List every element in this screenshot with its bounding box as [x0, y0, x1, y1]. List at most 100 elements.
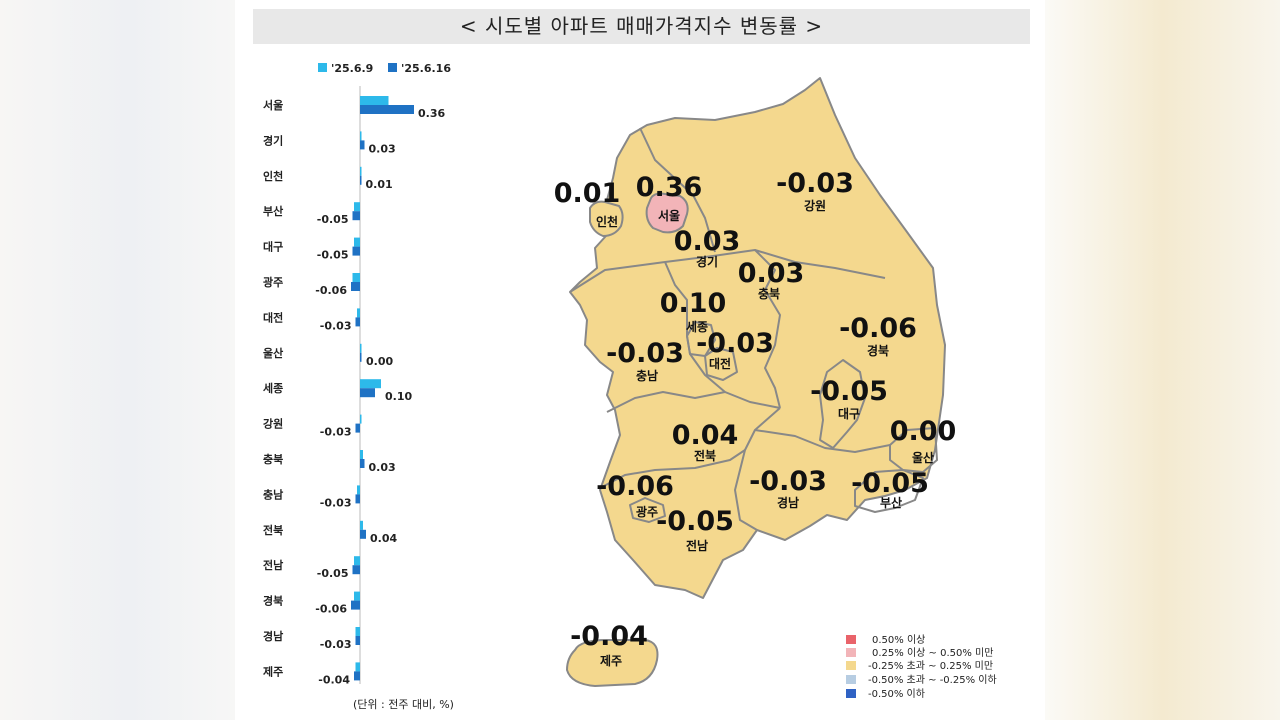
bar-curr: [360, 175, 362, 185]
map-value-daejeon: -0.03: [696, 328, 774, 359]
ulsan-shape: [889, 427, 938, 473]
map-value-chungnam: -0.03: [606, 338, 684, 369]
bar-curr: [355, 423, 360, 433]
province-boundaries: [569, 127, 891, 531]
daegu-shape: [819, 359, 866, 449]
bar-prev: [360, 450, 363, 459]
bar-value-label: 0.04: [370, 532, 397, 545]
legend-bin-label-2: -0.25% 초과 ~ 0.25% 미만: [868, 660, 993, 672]
bar-category-label: 경북: [263, 594, 283, 608]
map-name-gyeonggi: 경기: [696, 254, 718, 269]
bar-value-label: -0.06: [315, 603, 347, 616]
boundary-chungnam-jeonbuk: [606, 391, 781, 413]
legend-bin-swatch-3: [846, 675, 856, 684]
bar-category-label: 서울: [263, 98, 283, 112]
map-name-jeonnam: 전남: [686, 538, 708, 553]
boundary-gyeongbuk-gyeongnam: [754, 429, 891, 453]
bar-category-label: 세종: [263, 381, 283, 395]
page-title: < 시도별 아파트 매매가격지수 변동률 >: [459, 14, 824, 38]
bar-prev: [360, 96, 389, 105]
legend-bin-label-4: -0.50% 이하: [868, 687, 925, 700]
bar-value-label: 0.03: [369, 461, 396, 474]
gwangju-shape: [629, 497, 666, 523]
map-name-daegu: 대구: [838, 407, 860, 421]
bar-category-label: 전북: [263, 523, 283, 537]
bar-category-label: 강원: [263, 417, 283, 431]
bar-curr: [360, 459, 365, 468]
legend-label-prev: '25.6.9: [331, 62, 373, 75]
bar-value-label: -0.03: [320, 426, 352, 439]
legend-bin-swatch-2: [846, 661, 856, 670]
bar-curr: [355, 494, 360, 504]
bar-category-label: 제주: [263, 664, 283, 678]
bar-value-label: -0.04: [318, 673, 350, 686]
daejeon-shape: [704, 347, 738, 381]
bar-prev: [355, 662, 360, 672]
bar-category-label: 전남: [263, 558, 283, 572]
bar-curr: [360, 105, 414, 114]
map-value-daegu: -0.05: [810, 376, 888, 407]
map-labels: 0.01 인천 0.36 서울 0.03 경기 -0.03 강원 0.03 충북…: [554, 168, 957, 668]
bar-category-label: 울산: [263, 346, 283, 360]
bar-value-label: -0.03: [320, 496, 352, 509]
map-name-ulsan: 울산: [912, 450, 934, 465]
infographic-svg: '25.6.9 '25.6.16 서울0.36경기0.03인천0.01부산-0.…: [263, 62, 997, 711]
map-legend: 0.50% 이상 0.25% 이상 ~ 0.50% 미만 -0.25% 초과 ~…: [846, 634, 997, 700]
map-value-busan: -0.05: [851, 468, 929, 499]
bar-curr: [354, 671, 360, 681]
bar-prev: [352, 273, 360, 282]
boundary-north-south: [569, 249, 886, 293]
boundary-jeolla-gyeongnam: [734, 407, 781, 531]
bar-curr: [352, 246, 360, 256]
bar-curr: [360, 388, 375, 398]
jeju-shape: [566, 639, 659, 687]
legend-bin-label-0: 0.50% 이상: [872, 634, 925, 646]
map-value-gyeongbuk: -0.06: [839, 313, 917, 344]
bar-prev: [360, 131, 362, 141]
seoul-shape: [645, 192, 689, 234]
map-name-daejeon: 대전: [709, 356, 731, 371]
bar-category-label: 대구: [263, 240, 283, 254]
boundary-chungbuk-gyeongbuk: [754, 249, 781, 409]
bar-curr: [360, 352, 362, 362]
bar-category-label: 경기: [263, 133, 283, 147]
bar-value-label: -0.05: [317, 567, 349, 580]
incheon-shape: [589, 200, 624, 237]
map-name-sejong: 세종: [686, 319, 708, 334]
legend-swatch-curr: [388, 63, 397, 72]
bar-value-label: 0.01: [366, 178, 393, 191]
legend-bin-label-1: 0.25% 이상 ~ 0.50% 미만: [872, 647, 993, 659]
bar-value-label: 0.03: [369, 142, 396, 155]
map-name-jeonbuk: 전북: [694, 448, 716, 463]
bar-prev: [354, 237, 360, 247]
bar-curr: [360, 529, 366, 539]
map-value-gyeongnam: -0.03: [749, 466, 827, 497]
map-value-incheon: 0.01: [554, 178, 621, 209]
map-value-jeju: -0.04: [570, 621, 648, 652]
bar-legend: '25.6.9 '25.6.16: [318, 62, 451, 75]
map-name-incheon: 인천: [596, 214, 618, 229]
map-name-busan: 부산: [880, 495, 902, 510]
bar-category-label: 대전: [263, 310, 283, 324]
bar-curr: [352, 211, 360, 221]
bar-prev: [360, 343, 362, 353]
bar-category-label: 광주: [263, 276, 283, 289]
map-name-gyeongnam: 경남: [777, 495, 799, 510]
bar-prev: [360, 414, 362, 424]
bar-prev: [355, 627, 360, 636]
bar-category-label: 경남: [263, 629, 283, 643]
bar-value-label: -0.03: [320, 319, 352, 332]
legend-bin-swatch-1: [846, 648, 856, 657]
boundary-gyeonggi-gangwon: [639, 127, 716, 253]
map-value-ulsan: 0.00: [890, 416, 957, 447]
map-value-chungbuk: 0.03: [738, 258, 805, 289]
map-name-chungnam: 충남: [636, 368, 658, 383]
bar-value-label: -0.05: [317, 249, 349, 262]
bar-value-label: -0.06: [315, 284, 347, 297]
bar-rows: 서울 0.36 경기 0.03 인천 0.01 부산 -0.05 대구 -0.05 광주 -0.06 대…: [263, 96, 445, 686]
busan-shape: [854, 469, 924, 513]
boundary-jeonbuk-jeonnam: [599, 449, 746, 489]
bar-prev: [357, 308, 360, 318]
bar-category-label: 인천: [263, 169, 283, 183]
bar-value-label: 0.00: [366, 355, 393, 368]
